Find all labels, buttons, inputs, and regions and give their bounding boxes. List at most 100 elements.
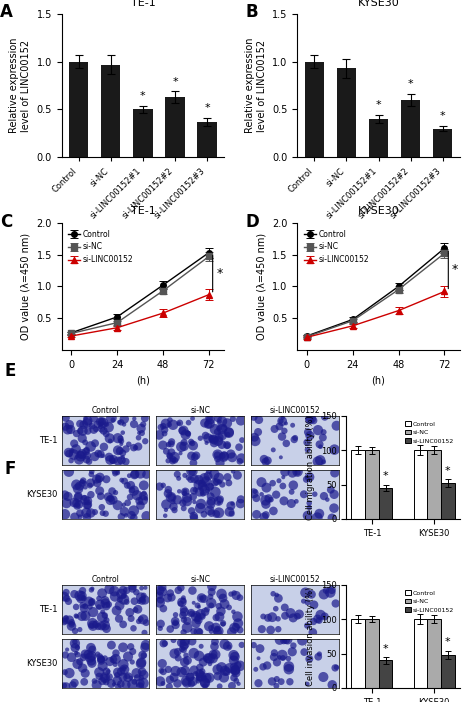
Point xyxy=(201,485,209,496)
Point xyxy=(196,486,203,498)
Point xyxy=(274,592,282,604)
Point xyxy=(135,596,143,607)
Point xyxy=(114,456,122,467)
Point xyxy=(87,477,94,489)
Point xyxy=(118,588,125,600)
Point xyxy=(277,416,285,427)
Point xyxy=(83,444,91,456)
Point xyxy=(125,439,133,450)
Point xyxy=(187,465,195,477)
Point xyxy=(285,663,292,675)
Point xyxy=(140,488,148,499)
Point xyxy=(196,668,203,679)
Point xyxy=(177,448,184,459)
Point xyxy=(282,418,290,429)
Point xyxy=(191,473,199,484)
Point xyxy=(178,666,185,677)
Point xyxy=(166,674,174,685)
Point xyxy=(140,669,147,680)
Point xyxy=(138,428,146,439)
Point xyxy=(87,642,95,654)
Point xyxy=(201,680,209,691)
Point xyxy=(110,585,118,597)
Point xyxy=(68,618,75,630)
Point xyxy=(68,445,75,456)
Point xyxy=(174,652,182,663)
Point xyxy=(108,678,115,689)
Point xyxy=(127,479,135,491)
Y-axis label: OD value (λ=450 nm): OD value (λ=450 nm) xyxy=(21,233,31,340)
Point xyxy=(319,671,327,682)
Point xyxy=(103,623,110,634)
Point xyxy=(81,603,88,614)
Point xyxy=(173,494,181,505)
Point xyxy=(207,591,214,602)
Point xyxy=(288,486,295,498)
Point xyxy=(235,442,243,453)
Point xyxy=(273,673,281,684)
Point xyxy=(306,414,313,425)
Point xyxy=(178,637,185,649)
Point xyxy=(99,611,106,623)
Point xyxy=(180,614,188,625)
Point xyxy=(168,491,175,503)
Point xyxy=(141,642,149,653)
Point xyxy=(209,653,217,664)
Point xyxy=(201,593,208,604)
Point xyxy=(208,586,216,597)
Point xyxy=(274,614,282,625)
Point xyxy=(214,426,221,437)
Point xyxy=(331,468,338,479)
Point xyxy=(138,583,146,594)
Bar xyxy=(133,110,153,157)
Point xyxy=(78,590,86,602)
Point xyxy=(142,582,149,593)
Point xyxy=(195,479,202,490)
Point xyxy=(160,603,167,614)
Point xyxy=(289,467,296,478)
Point xyxy=(134,672,141,683)
Point xyxy=(68,617,75,628)
Point xyxy=(163,499,170,510)
Point xyxy=(129,646,137,657)
Point xyxy=(198,478,206,489)
Point xyxy=(232,664,239,675)
Point xyxy=(62,412,70,423)
Y-axis label: Cell migration ability (%): Cell migration ability (%) xyxy=(306,415,315,519)
Point xyxy=(189,585,196,596)
Point xyxy=(181,607,188,618)
Point xyxy=(223,439,231,451)
Point xyxy=(236,624,244,635)
Point xyxy=(236,592,244,603)
Point xyxy=(121,475,128,486)
Point xyxy=(265,493,273,504)
Point xyxy=(313,512,321,523)
Point xyxy=(82,601,89,612)
Title: si-NC: si-NC xyxy=(190,406,210,415)
Point xyxy=(101,620,109,631)
Point xyxy=(173,677,181,689)
Point xyxy=(126,470,133,482)
Point xyxy=(218,662,225,673)
Title: Control: Control xyxy=(91,575,119,584)
Point xyxy=(321,411,328,423)
Point xyxy=(130,418,138,430)
Point xyxy=(214,453,221,465)
Point xyxy=(300,595,307,607)
Point xyxy=(306,654,313,665)
Point xyxy=(208,508,215,519)
Point xyxy=(90,413,98,424)
Point xyxy=(94,649,101,660)
Point xyxy=(210,437,218,449)
Point xyxy=(230,673,238,684)
Point xyxy=(250,640,257,651)
Point xyxy=(270,505,277,517)
Point xyxy=(74,483,82,494)
Point xyxy=(165,681,173,692)
Point xyxy=(212,612,220,623)
Point xyxy=(273,680,280,691)
Point xyxy=(258,477,265,488)
Point xyxy=(195,650,203,661)
Point xyxy=(314,425,322,436)
Point xyxy=(253,493,260,504)
